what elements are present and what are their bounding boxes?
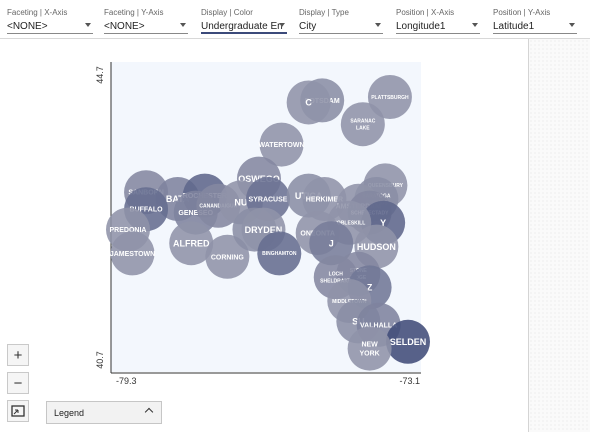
city-label: SYRACUSE xyxy=(249,196,288,203)
dropdown-underline xyxy=(299,33,383,34)
x-tick-label: -79.3 xyxy=(116,376,137,386)
city-label: Z xyxy=(367,283,373,293)
position-x-dropdown[interactable]: Position | X-Axis Longitude1 xyxy=(396,8,480,34)
dropdown-value: Longitude1 xyxy=(396,21,446,32)
toolbar: Faceting | X-Axis <NONE> Faceting | Y-Ax… xyxy=(0,0,590,38)
x-tick-label: -73.1 xyxy=(399,376,420,386)
city-label: YORK xyxy=(359,351,379,358)
city-label: DRYDEN xyxy=(245,225,283,235)
city-label: NU xyxy=(234,198,247,208)
city-label: ALFRED xyxy=(173,238,210,248)
legend-button[interactable]: Legend xyxy=(46,401,162,424)
city-bubble[interactable] xyxy=(110,231,155,276)
city-label: BUFFALO xyxy=(130,207,164,214)
city-label: CANANDAIGUA xyxy=(199,204,237,210)
city-label: BATA xyxy=(166,194,190,204)
dropdown-underline xyxy=(493,33,577,34)
toolbar-divider xyxy=(0,38,590,39)
city-label: BINGHAMTON xyxy=(262,251,297,257)
city-label: C xyxy=(305,98,312,108)
y-tick-label: 40.7 xyxy=(95,351,105,369)
dropdown-value: Undergraduate En xyxy=(201,21,283,32)
city-label: OSWEGO xyxy=(238,174,280,184)
city-label: WATERTOWN xyxy=(259,142,305,149)
bubble-layer: POTSDAMCPLATTSBURGHSARANACLAKEWATERTOWNO… xyxy=(106,75,430,371)
zoom-out-button[interactable]: − xyxy=(7,372,29,394)
chevron-down-icon xyxy=(569,23,575,27)
minus-icon: − xyxy=(13,374,23,392)
chevron-down-icon xyxy=(375,23,381,27)
y-tick-label: 44.7 xyxy=(95,66,105,84)
city-bubble[interactable] xyxy=(367,75,412,119)
city-label: VALHALLA xyxy=(360,322,397,329)
dropdown-label: Position | X-Axis xyxy=(396,8,455,17)
chevron-down-icon xyxy=(85,23,91,27)
city-bubble[interactable] xyxy=(386,319,430,364)
city-label: JAMESTOWN xyxy=(110,251,155,258)
fit-to-screen-button[interactable] xyxy=(7,400,29,422)
city-label: HUDSON xyxy=(357,242,396,252)
dropdown-underline xyxy=(396,33,480,34)
city-label: Y xyxy=(380,218,386,228)
city-bubble[interactable] xyxy=(309,221,354,266)
chevron-up-icon xyxy=(144,407,154,417)
city-label: HERKIMER xyxy=(306,196,343,203)
dropdown-label: Position | Y-Axis xyxy=(493,8,551,17)
legend-label: Legend xyxy=(54,407,85,418)
side-panel xyxy=(528,39,590,432)
dropdown-label: Display | Type xyxy=(299,8,349,17)
dropdown-label: Faceting | X-Axis xyxy=(7,8,68,17)
city-label: PREDONIA xyxy=(110,227,147,234)
city-bubble[interactable] xyxy=(169,221,214,266)
dropdown-value: <NONE> xyxy=(104,21,145,32)
faceting-x-dropdown[interactable]: Faceting | X-Axis <NONE> xyxy=(7,8,93,34)
city-bubble[interactable] xyxy=(259,122,304,167)
plus-icon: + xyxy=(13,346,23,364)
position-y-dropdown[interactable]: Position | Y-Axis Latitude1 xyxy=(493,8,577,34)
city-bubble[interactable] xyxy=(347,326,392,371)
dropdown-value: City xyxy=(299,21,317,32)
fit-to-screen-icon xyxy=(11,405,25,417)
city-bubble[interactable] xyxy=(257,231,302,276)
faceting-y-dropdown[interactable]: Faceting | Y-Axis <NONE> xyxy=(104,8,188,34)
city-label: PLATTSBURGH xyxy=(371,95,409,101)
display-type-dropdown[interactable]: Display | Type City xyxy=(299,8,383,34)
city-bubble[interactable] xyxy=(205,234,250,279)
dropdown-value: <NONE> xyxy=(7,21,48,32)
city-label: SELDEN xyxy=(390,337,427,347)
city-bubble[interactable] xyxy=(340,102,385,147)
dropdown-underline xyxy=(7,33,93,34)
dropdown-label: Display | Color xyxy=(201,8,253,17)
city-label: COBLESKILL xyxy=(333,221,365,227)
city-label: SHELDRAKE xyxy=(320,278,352,284)
city-label: LOCH xyxy=(329,271,344,277)
city-label: GENESEO xyxy=(178,210,213,217)
scatter-plot[interactable]: POTSDAMCPLATTSBURGHSARANACLAKEWATERTOWNO… xyxy=(0,0,528,432)
display-color-dropdown[interactable]: Display | Color Undergraduate En xyxy=(201,8,287,34)
dropdown-underline xyxy=(104,33,188,34)
city-label: LAKE xyxy=(356,125,370,131)
chevron-down-icon xyxy=(472,23,478,27)
city-label: SARANAC xyxy=(350,118,375,124)
city-label: CORNING xyxy=(211,254,245,261)
dropdown-value: Latitude1 xyxy=(493,21,535,32)
city-label: NEW xyxy=(361,342,378,349)
city-label: J xyxy=(329,238,334,248)
zoom-in-button[interactable]: + xyxy=(7,344,29,366)
dropdown-label: Faceting | Y-Axis xyxy=(104,8,164,17)
city-bubble[interactable] xyxy=(286,80,331,125)
chevron-down-icon xyxy=(279,23,285,27)
dropdown-underline xyxy=(201,32,287,34)
chevron-down-icon xyxy=(180,23,186,27)
